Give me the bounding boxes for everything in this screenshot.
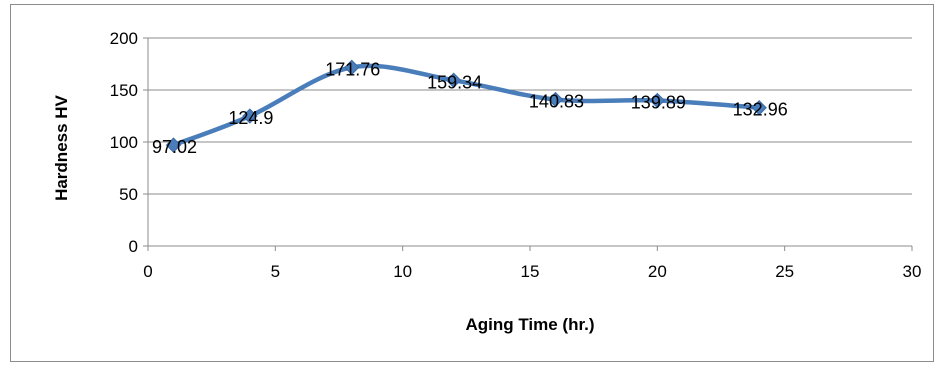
x-tick-label-25: 25 [775, 262, 794, 281]
data-point-marker [165, 137, 182, 153]
data-label-6: 132.96 [733, 100, 788, 120]
gridlines [148, 37, 912, 195]
data-label-3: 159.34 [427, 72, 482, 92]
x-tick-label-15: 15 [521, 262, 540, 281]
y-axis-title: Hardness HV [52, 94, 71, 200]
data-point-marker [649, 92, 666, 109]
axes [143, 37, 913, 251]
x-axis-title: Aging Time (hr.) [465, 315, 594, 334]
y-tick-label-200: 200 [110, 29, 138, 48]
data-labels: 97.02 124.9 171.76 159.34 140.83 139.89 132.96 [152, 59, 788, 157]
y-tick-labels: 0 50 100 150 200 [110, 29, 138, 256]
x-tick-label-5: 5 [271, 262, 280, 281]
data-point-marker [344, 59, 360, 76]
x-tick-label-0: 0 [143, 262, 152, 281]
x-tick-label-20: 20 [648, 262, 667, 281]
y-tick-label-100: 100 [110, 133, 138, 152]
x-tick-label-10: 10 [393, 262, 412, 281]
series-hardness [165, 59, 767, 153]
y-tick-label-150: 150 [110, 81, 138, 100]
data-point-marker [445, 72, 462, 88]
data-label-2: 171.76 [325, 59, 380, 79]
y-tick-label-0: 0 [129, 237, 138, 256]
data-label-0: 97.02 [152, 137, 197, 157]
data-label-4: 140.83 [529, 92, 584, 112]
data-point-marker [751, 100, 767, 116]
x-tick-label-30: 30 [903, 262, 922, 281]
chart-frame [10, 4, 934, 362]
x-tick-labels: 0 5 10 15 20 25 30 [143, 262, 921, 281]
data-point-marker [547, 91, 564, 108]
y-tick-label-50: 50 [119, 185, 138, 204]
data-label-5: 139.89 [631, 93, 686, 113]
data-label-1: 124.9 [228, 108, 273, 128]
data-point-marker [242, 108, 258, 124]
